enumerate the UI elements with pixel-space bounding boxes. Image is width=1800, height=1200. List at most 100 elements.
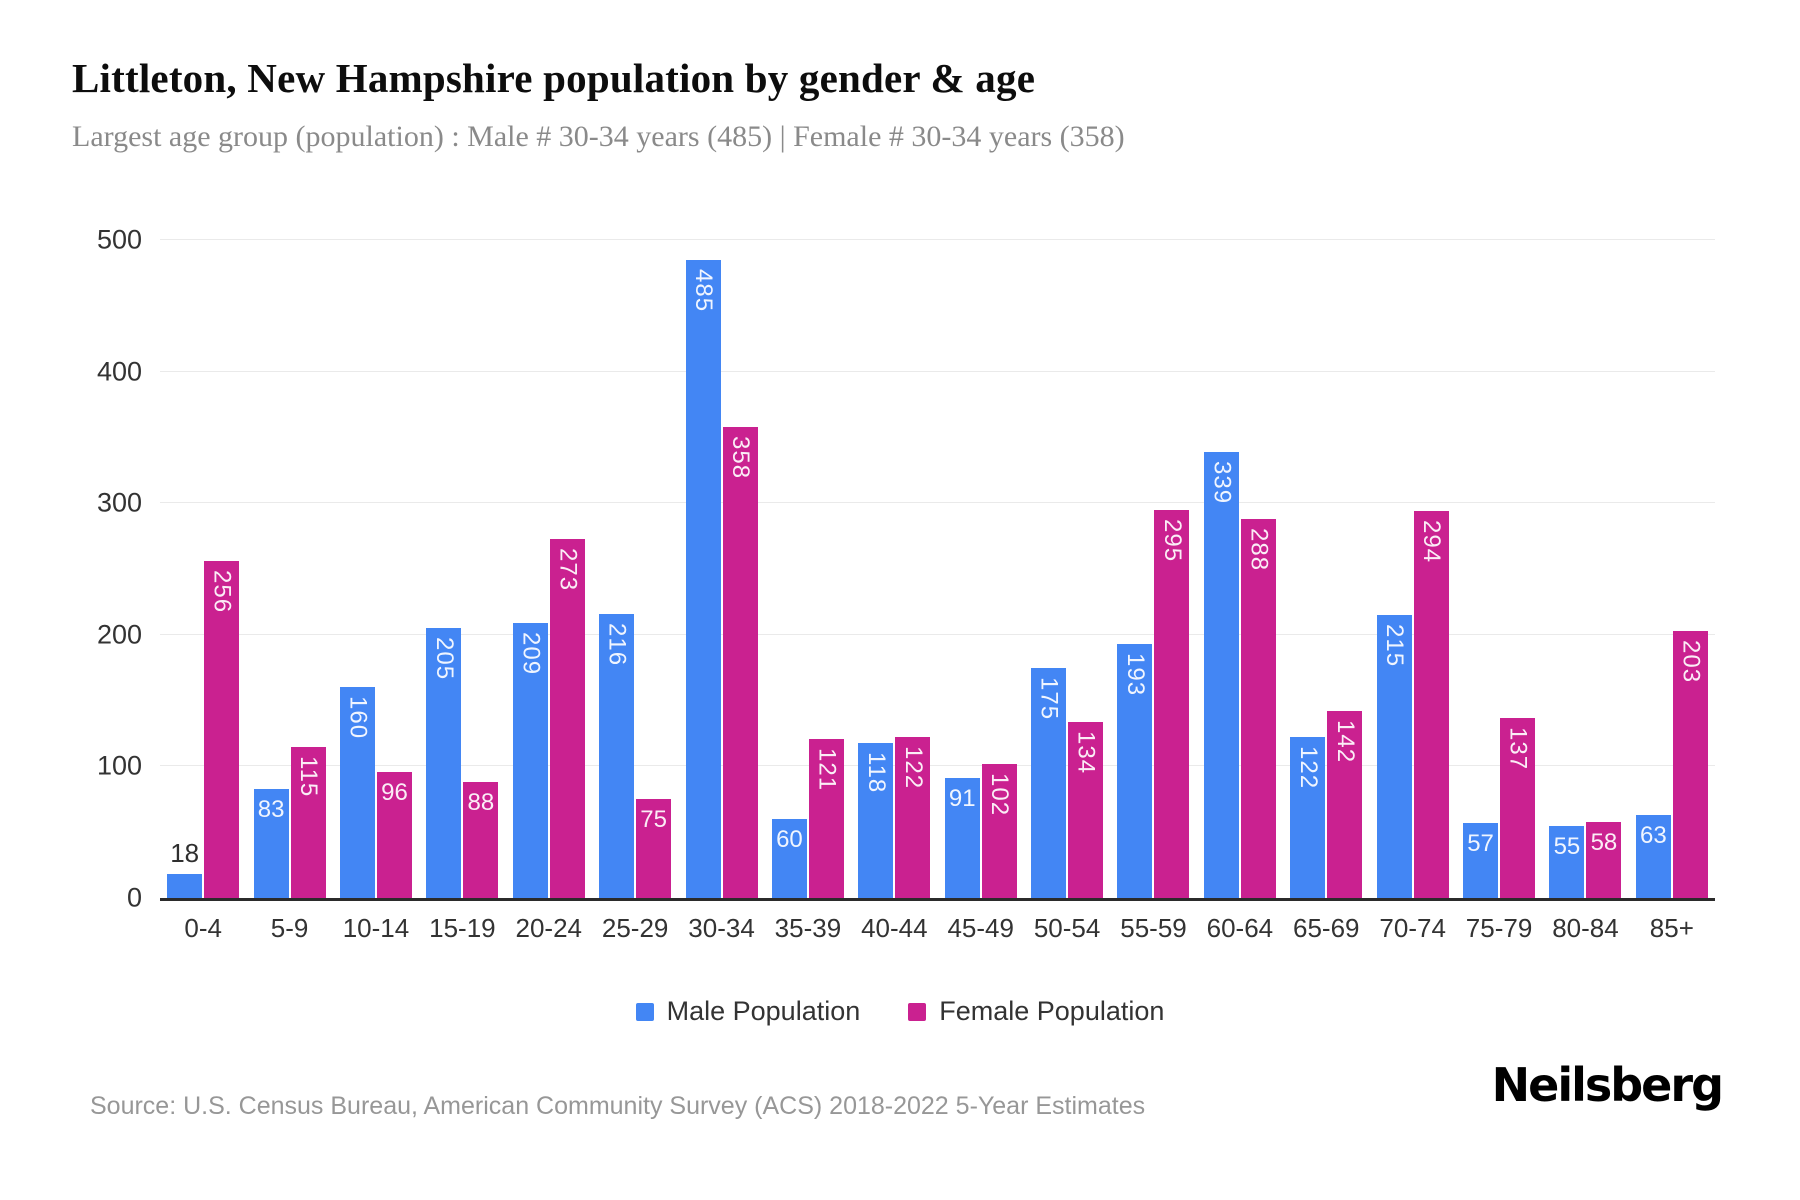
- y-axis-tick-0: 0: [126, 882, 142, 913]
- bar-group-50-54: 175 134 50-54: [1024, 243, 1110, 943]
- female-bar-55-59: 295: [1154, 509, 1190, 898]
- bar-group-60-64: 339 288 60-64: [1197, 243, 1283, 943]
- bar-value-label: 18: [170, 838, 200, 869]
- female-bar-20-24: 273: [549, 538, 585, 898]
- male-bar-60-64: 339: [1203, 451, 1239, 898]
- bar-value-label: 75: [640, 806, 667, 834]
- bar-value-label: 193: [1121, 653, 1149, 697]
- x-axis-tick-45-49: 45-49: [947, 913, 1014, 943]
- chart-subtitle: Largest age group (population) : Male # …: [72, 120, 1125, 153]
- male-bar-45-49: 91: [944, 778, 980, 898]
- gridline-500: [160, 239, 1715, 240]
- male-bar-85+: 63: [1635, 815, 1671, 898]
- female-bar-45-49: 102: [981, 763, 1017, 898]
- legend-label-female: Female Population: [939, 996, 1165, 1026]
- x-axis-tick-15-19: 15-19: [429, 913, 496, 943]
- female-bar-10-14: 96: [376, 771, 412, 898]
- bar-value-label: 485: [690, 268, 718, 312]
- male-bar-65-69: 122: [1290, 737, 1326, 898]
- female-bar-25-29: 75: [636, 799, 672, 898]
- gridline-400: [160, 370, 1715, 372]
- bar-group-55-59: 193 295 55-59: [1110, 243, 1196, 943]
- bar-value-label: 295: [1158, 518, 1186, 562]
- female-bar-75-79: 137: [1500, 717, 1536, 898]
- bar-group-65-69: 122 142 65-69: [1283, 243, 1369, 943]
- male-bar-50-54: 175: [1031, 667, 1067, 898]
- bar-value-label: 215: [1381, 624, 1409, 668]
- female-bar-30-34: 358: [722, 426, 758, 898]
- male-bar-35-39: 60: [771, 819, 807, 898]
- y-axis-tick-500: 500: [96, 224, 142, 255]
- x-axis-tick-25-29: 25-29: [601, 913, 669, 943]
- bar-value-label: 88: [467, 789, 495, 817]
- legend-label-male: Male Population: [666, 996, 861, 1026]
- x-axis-tick-40-44: 40-44: [861, 913, 928, 943]
- bar-value-label: 55: [1553, 832, 1581, 860]
- female-bar-60-64: 288: [1240, 519, 1276, 898]
- female-bar-15-19: 88: [463, 782, 499, 898]
- bar-value-label: 83: [257, 795, 285, 823]
- bar-group-15-19: 205 88 15-19: [419, 243, 505, 943]
- legend-swatch-female-icon: [908, 1002, 927, 1021]
- bar-group-85+: 63 203 85+: [1629, 243, 1715, 943]
- bar-value-label: 137: [1504, 726, 1532, 770]
- plot-area: 18 256 0-4 83 115 5-9 160 96 10-14 205 88 15-19 209 2…: [97, 225, 1715, 943]
- legend-item-male: Male Population: [635, 996, 861, 1027]
- x-axis-tick-85+: 85+: [1649, 913, 1694, 943]
- bar-group-0-4: 18 256 0-4: [160, 243, 246, 943]
- x-axis-tick-50-54: 50-54: [1033, 913, 1101, 943]
- bar-group-5-9: 83 115 5-9: [246, 243, 332, 943]
- male-bar-25-29: 216: [599, 613, 635, 898]
- bar-value-label: 203: [1677, 639, 1705, 683]
- bar-groups: 18 256 0-4 83 115 5-9 160 96 10-14 205 88 15-19 209 2…: [160, 243, 1715, 943]
- bar-group-20-24: 209 273 20-24: [506, 243, 592, 943]
- female-bar-85+: 203: [1672, 630, 1708, 898]
- x-axis-tick-20-24: 20-24: [515, 913, 583, 943]
- bar-value-label: 216: [603, 622, 631, 666]
- male-bar-40-44: 118: [858, 742, 894, 898]
- bar-group-45-49: 91 102 45-49: [938, 243, 1024, 943]
- bar-group-80-84: 55 58 80-84: [1542, 243, 1628, 943]
- bar-value-label: 102: [986, 772, 1014, 816]
- x-axis-tick-80-84: 80-84: [1552, 913, 1619, 943]
- bar-value-label: 339: [1208, 460, 1236, 504]
- bar-value-label: 160: [344, 696, 372, 740]
- bar-value-label: 122: [1294, 746, 1322, 790]
- x-axis-tick-75-79: 75-79: [1465, 913, 1533, 943]
- female-bar-40-44: 122: [895, 737, 931, 898]
- male-bar-15-19: 205: [426, 628, 462, 898]
- x-axis-tick-0-4: 0-4: [184, 913, 222, 943]
- chart-title: Littleton, New Hampshire population by g…: [72, 55, 1036, 101]
- male-bar-20-24: 209: [512, 622, 548, 898]
- legend: Male Population Female Population: [0, 996, 1800, 1027]
- gridline-300: [160, 502, 1715, 504]
- x-axis-tick-60-64: 60-64: [1206, 913, 1274, 943]
- bar-value-label: 294: [1418, 520, 1446, 564]
- male-bar-75-79: 57: [1463, 823, 1499, 898]
- female-bar-70-74: 294: [1413, 511, 1449, 898]
- male-bar-80-84: 55: [1549, 825, 1585, 898]
- bar-group-35-39: 60 121 35-39: [765, 243, 851, 943]
- bar-group-10-14: 160 96 10-14: [333, 243, 419, 943]
- male-bar-0-4: 18: [167, 838, 203, 898]
- x-axis-tick-35-39: 35-39: [774, 913, 842, 943]
- x-axis-tick-5-9: 5-9: [270, 913, 309, 943]
- bar-group-70-74: 215 294 70-74: [1369, 243, 1455, 943]
- y-axis-tick-200: 200: [96, 619, 142, 650]
- bar-value-label: 358: [727, 435, 755, 479]
- y-axis-tick-300: 300: [96, 487, 142, 518]
- gridline-100: [160, 765, 1715, 767]
- male-bar-70-74: 215: [1376, 615, 1412, 898]
- bar-value-label: 134: [1072, 730, 1100, 774]
- bar-value-label: 60: [776, 826, 803, 854]
- bar-value-label: 58: [1590, 828, 1618, 856]
- x-axis-tick-30-34: 30-34: [688, 913, 755, 943]
- bar-value-label: 115: [295, 755, 323, 797]
- bar-group-40-44: 118 122 40-44: [851, 243, 937, 943]
- legend-swatch-male-icon: [635, 1002, 654, 1021]
- female-bar-65-69: 142: [1327, 711, 1363, 898]
- legend-item-female: Female Population: [908, 996, 1164, 1027]
- bar-value-label: 118: [862, 751, 890, 793]
- bar-value-label: 96: [381, 778, 408, 806]
- female-bar-80-84: 58: [1586, 821, 1622, 898]
